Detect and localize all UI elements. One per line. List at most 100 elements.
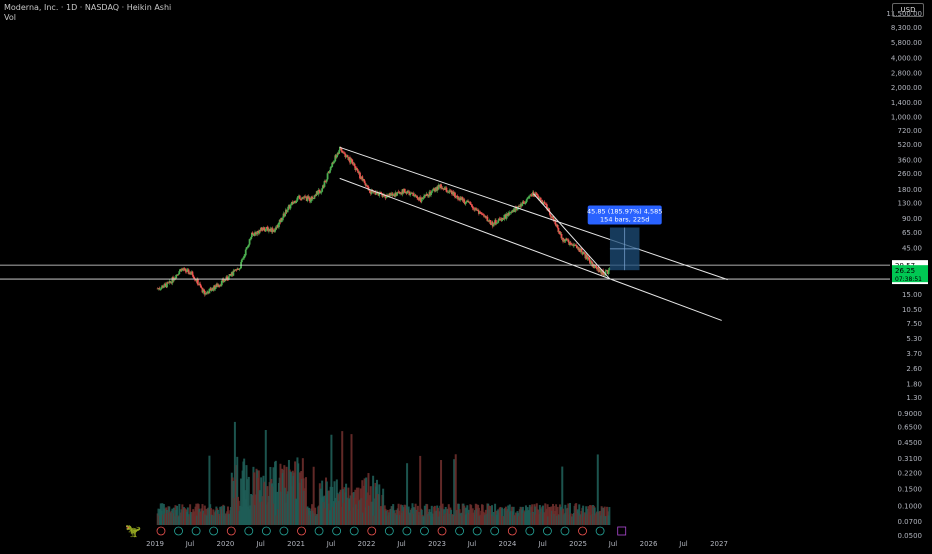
candle-body [189,272,192,275]
price-tick-label: 90.00 [902,215,922,223]
candle-body [396,192,398,196]
volume-bar [454,454,457,525]
candle-body [199,283,202,286]
volume-bar [161,503,164,525]
candle-body [190,273,192,275]
volume-bar [382,488,385,525]
candle-body [549,214,552,217]
candle-body [173,279,175,281]
candle-body [321,188,324,192]
candle-body [335,155,338,158]
candle-body [586,254,588,260]
candle-body [350,158,353,160]
symbol-title[interactable]: Moderna, Inc. · 1D · NASDAQ · Heikin Ash… [4,3,172,12]
candle-body [355,168,358,170]
candle-body [306,196,309,201]
candle-body [530,194,533,196]
candle-body [223,281,226,282]
candle-body [169,281,171,283]
candle-body [566,238,568,240]
candle-body [497,220,500,223]
candle-body [302,197,305,199]
candle-body [242,258,245,259]
horizontal-lines [0,264,890,280]
candle-body [362,179,365,181]
candle-body [210,290,213,291]
candle-body [511,210,514,213]
candle-body [266,226,269,229]
volume-bar [453,459,456,525]
candle-body [369,189,371,193]
candle-body [295,201,297,204]
candle-body [516,208,519,210]
candle-body [214,287,217,289]
candle-body [583,252,586,254]
candle-body [454,192,456,197]
candle-body [351,159,354,164]
candle-body [534,193,537,196]
candle-body [494,220,497,224]
candle-body [569,242,572,245]
candle-body [587,257,590,259]
last-price-value: 26.25 [895,267,915,275]
price-tick-label: 0.0700 [898,518,923,526]
measurement-label-line2: 154 bars, 225d [600,216,649,224]
currency-button[interactable]: USD [892,3,924,17]
candle-body [167,282,170,284]
volume-bar [555,504,558,525]
volume-bar [233,421,236,525]
time-tick-label: Jul [467,540,477,548]
candle-body [323,181,326,187]
candle-body [247,244,250,247]
candle-body [344,153,347,158]
candle-body [389,193,391,196]
candle-body [437,184,440,190]
candle-body [210,288,212,291]
candle-body [572,245,575,247]
event-marker [367,526,377,536]
price-tick-label: 5,800.00 [891,39,922,47]
price-tick-label: 1,000.00 [891,113,922,121]
volume-bar [274,460,277,525]
candle-body [445,187,448,192]
candle-body [325,179,328,182]
candle-body [564,240,567,242]
candle-body [227,276,230,280]
price-tick-label: 180.00 [898,186,923,194]
volume-indicator-label[interactable]: Vol [4,13,16,22]
candle-body [589,261,592,264]
candle-body [545,203,547,205]
candle-body [419,197,422,202]
candle-body [544,203,547,205]
candle-body [549,211,551,215]
price-tick-label: 0.4500 [898,439,923,447]
candle-body [256,231,259,235]
volume-bar [582,505,585,525]
candle-body [192,275,195,278]
candle-body [517,206,520,209]
candle-body [576,245,578,249]
volume-bar [378,484,381,525]
candle-body [602,270,605,276]
candle-body [490,224,493,225]
trendline [533,193,611,280]
event-marker [297,526,306,536]
time-tick-label: 2026 [640,540,658,548]
price-tick-label: 3.70 [906,350,922,358]
candle-body [593,264,596,269]
candle-body [235,269,238,271]
candle-body [163,283,166,287]
price-tick-label: 45.00 [902,244,922,252]
candle-body [177,273,180,275]
candle-body [590,261,593,263]
candle-body [251,232,254,235]
volume-bar [350,434,353,525]
candle-body [330,166,333,168]
candle-body [338,150,341,154]
trendline [339,146,728,281]
candle-body [295,200,298,202]
